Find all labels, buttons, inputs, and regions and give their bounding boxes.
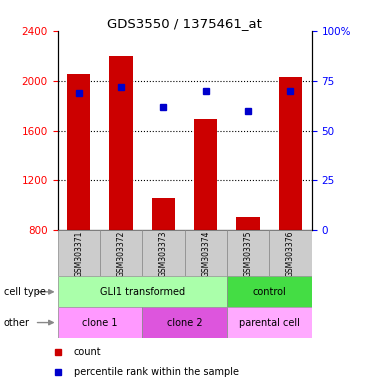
Text: GSM303371: GSM303371 xyxy=(74,230,83,276)
Text: other: other xyxy=(4,318,30,328)
Bar xyxy=(142,307,227,338)
Bar xyxy=(185,230,227,276)
Bar xyxy=(142,230,185,276)
Text: percentile rank within the sample: percentile rank within the sample xyxy=(73,367,239,377)
Bar xyxy=(58,230,100,276)
Bar xyxy=(236,217,260,230)
Text: cell type: cell type xyxy=(4,287,46,297)
Bar xyxy=(269,230,312,276)
Text: clone 1: clone 1 xyxy=(82,318,118,328)
Text: clone 2: clone 2 xyxy=(167,318,203,328)
Bar xyxy=(279,77,302,230)
Bar xyxy=(109,56,133,230)
Text: GSM303374: GSM303374 xyxy=(201,230,210,277)
Text: count: count xyxy=(73,347,101,357)
Text: GSM303375: GSM303375 xyxy=(244,230,253,277)
Text: GLI1 transformed: GLI1 transformed xyxy=(100,287,185,297)
Bar xyxy=(152,198,175,230)
Text: GSM303376: GSM303376 xyxy=(286,230,295,277)
Bar xyxy=(67,74,90,230)
Text: GSM303372: GSM303372 xyxy=(116,230,125,276)
Bar xyxy=(227,307,312,338)
Bar xyxy=(58,307,142,338)
Bar xyxy=(58,276,227,307)
Text: control: control xyxy=(252,287,286,297)
Bar xyxy=(227,276,312,307)
Bar xyxy=(194,119,217,230)
Text: parental cell: parental cell xyxy=(239,318,300,328)
Bar xyxy=(100,230,142,276)
Text: GSM303373: GSM303373 xyxy=(159,230,168,277)
Bar xyxy=(227,230,269,276)
Title: GDS3550 / 1375461_at: GDS3550 / 1375461_at xyxy=(107,17,262,30)
